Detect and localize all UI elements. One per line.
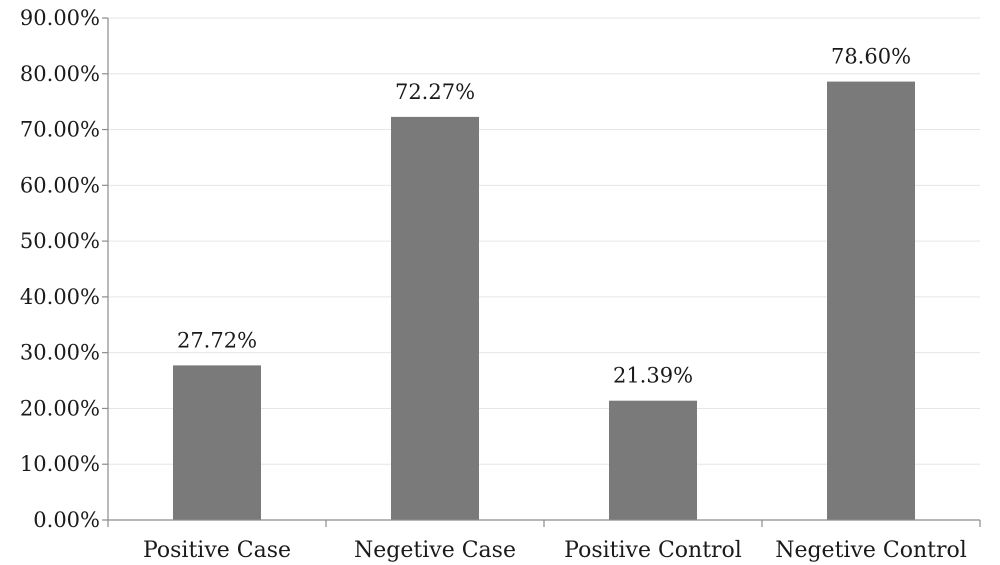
labels: 0.00% 10.00% 20.00% 30.00% 40.00% 50.00% 60.00… <box>20 6 967 563</box>
y-tick-label: 50.00% <box>20 229 100 253</box>
bar <box>173 365 261 520</box>
data-label: 78.60% <box>831 45 911 69</box>
y-tick-label: 40.00% <box>20 285 100 309</box>
y-tick-label: 80.00% <box>20 62 100 86</box>
bar <box>609 400 697 520</box>
y-tick-label: 0.00% <box>33 508 100 532</box>
x-tick-label: Negetive Control <box>775 538 967 563</box>
x-tick-label: Positive Case <box>143 538 291 563</box>
x-tick-label: Positive Control <box>564 538 742 563</box>
y-tick-label: 60.00% <box>20 173 100 197</box>
bar <box>827 81 915 520</box>
data-label: 21.39% <box>613 364 693 388</box>
y-tick-label: 90.00% <box>20 6 100 30</box>
bars <box>173 81 915 521</box>
data-label: 27.72% <box>177 328 257 352</box>
x-tick-label: Negetive Case <box>354 538 516 563</box>
y-tick-label: 70.00% <box>20 118 100 142</box>
y-tick-label: 30.00% <box>20 341 100 365</box>
data-label: 72.27% <box>395 80 475 104</box>
bar <box>391 116 479 521</box>
y-tick-label: 20.00% <box>20 396 100 420</box>
y-tick-label: 10.00% <box>20 452 100 476</box>
axes <box>102 17 981 527</box>
